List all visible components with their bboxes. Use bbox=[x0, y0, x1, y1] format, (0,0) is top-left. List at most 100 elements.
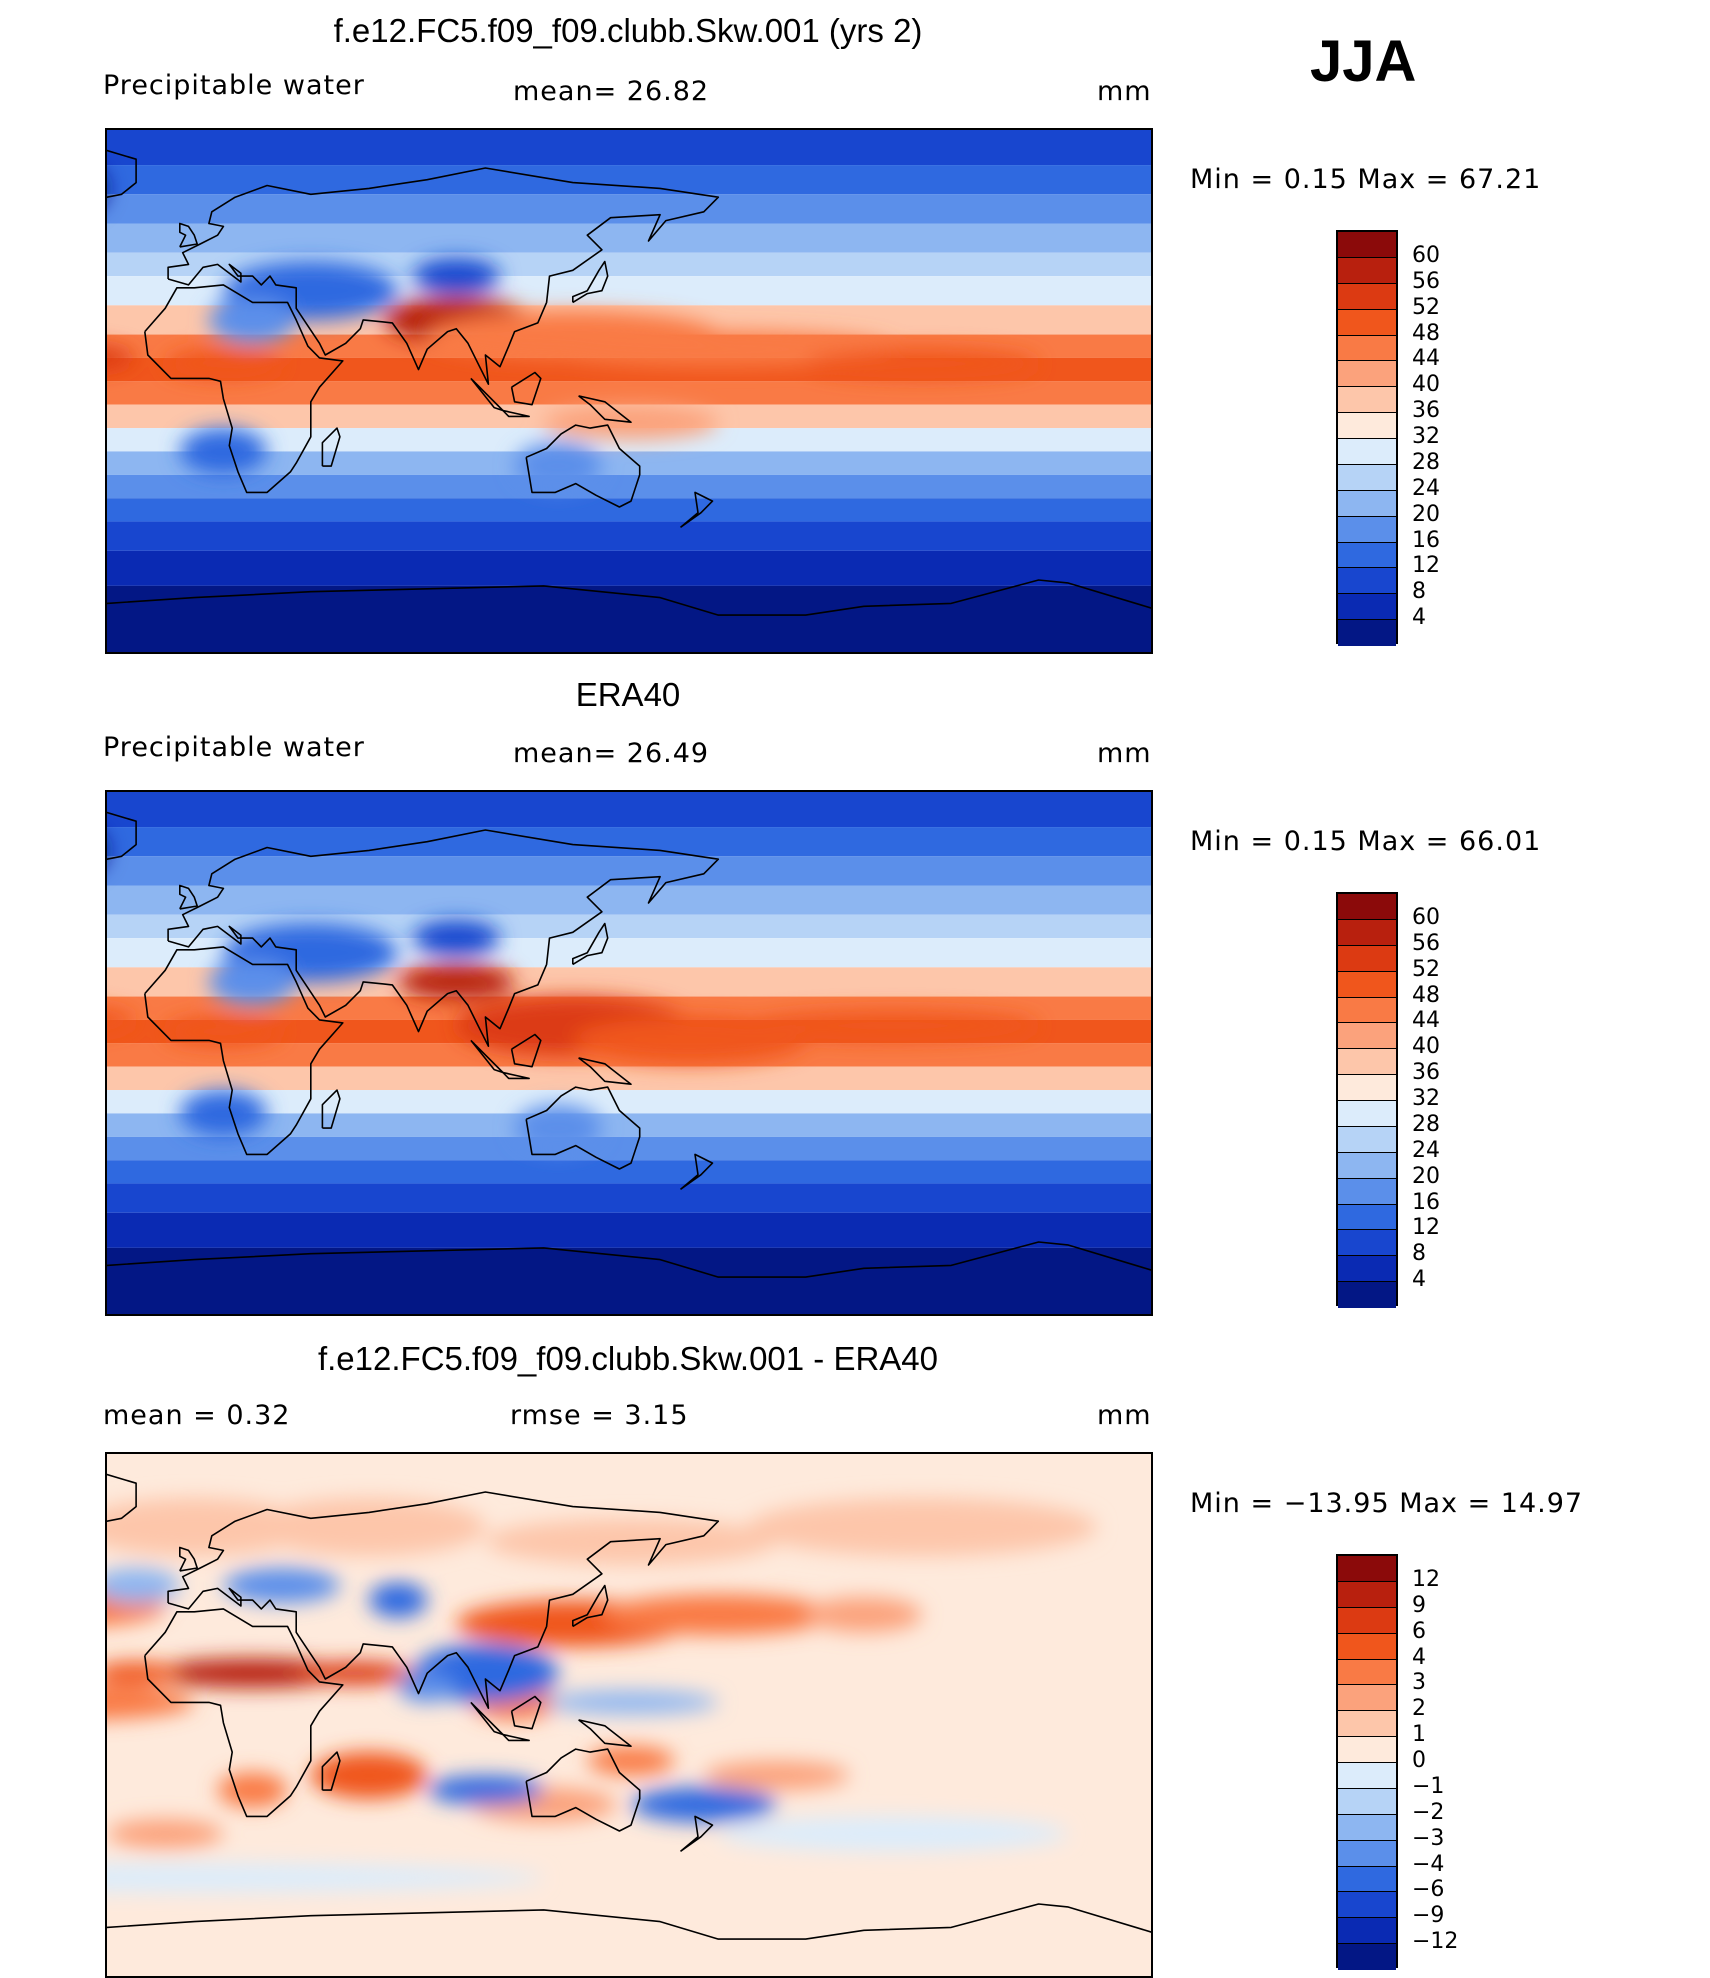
colorbar-tick-label: 44 bbox=[1412, 346, 1440, 372]
colorbar-tick-label: 12 bbox=[1412, 1566, 1440, 1592]
colorbar-tick-label: −9 bbox=[1412, 1903, 1445, 1929]
colorbar-tick-label: 16 bbox=[1412, 1189, 1440, 1215]
colorbar-tick-label: 32 bbox=[1412, 1086, 1440, 1111]
precipitable-water-map-obs bbox=[105, 790, 1153, 1316]
colorbar-tick-label: −1 bbox=[1412, 1773, 1445, 1799]
colorbar-tick-label: 1 bbox=[1412, 1722, 1426, 1748]
difference-map bbox=[105, 1452, 1153, 1978]
colorbar-swatch bbox=[1338, 1711, 1396, 1738]
colorbar-swatch bbox=[1338, 1866, 1396, 1893]
colorbar-tick-label: 56 bbox=[1412, 930, 1440, 956]
mean-label-obs: mean= 26.49 bbox=[513, 738, 710, 769]
colorbar-swatch bbox=[1338, 1256, 1396, 1283]
colorbar-swatch bbox=[1338, 309, 1396, 336]
colorbar-tick-label: 36 bbox=[1412, 1060, 1440, 1086]
colorbar-swatch bbox=[1338, 361, 1396, 388]
mean-label-model: mean= 26.82 bbox=[513, 76, 710, 107]
colorbar-tick-label: 52 bbox=[1412, 956, 1440, 982]
colorbar-tick-label: 6 bbox=[1412, 1618, 1426, 1644]
colorbar-tick-label: 4 bbox=[1412, 1644, 1426, 1670]
colorbar-tick-label: −12 bbox=[1412, 1929, 1459, 1955]
colorbar-swatch bbox=[1338, 464, 1396, 491]
colorbar-swatch bbox=[1338, 594, 1396, 621]
variable-label-obs: Precipitable water bbox=[103, 732, 365, 763]
colorbar-swatch bbox=[1338, 894, 1396, 920]
colorbar-swatch bbox=[1338, 1918, 1396, 1945]
units-label-diff: mm bbox=[1097, 1400, 1152, 1431]
colorbar-swatch bbox=[1338, 439, 1396, 465]
colorbar-tick-label: 20 bbox=[1412, 501, 1440, 527]
precipitable-water-map-model bbox=[105, 128, 1153, 654]
colorbar-tick-label: 60 bbox=[1412, 904, 1440, 930]
colorbar-swatch bbox=[1338, 1126, 1396, 1153]
colorbar-tick-label: 48 bbox=[1412, 320, 1440, 346]
colorbar-tick-label: 9 bbox=[1412, 1592, 1426, 1618]
panel-title-diff: f.e12.FC5.f09_f09.clubb.Skw.001 - ERA40 bbox=[317, 1340, 939, 1377]
colorbar-tick-label: 32 bbox=[1412, 424, 1440, 449]
colorbar-model bbox=[1336, 230, 1398, 646]
colorbar-swatch bbox=[1338, 1075, 1396, 1101]
variable-label-model: Precipitable water bbox=[103, 70, 365, 101]
colorbar-swatch bbox=[1338, 490, 1396, 517]
colorbar-tick-label: 2 bbox=[1412, 1696, 1426, 1722]
units-label-model: mm bbox=[1097, 76, 1152, 107]
colorbar-tick-label: 24 bbox=[1412, 1137, 1440, 1163]
colorbar-swatch bbox=[1338, 1101, 1396, 1127]
colorbar-swatch bbox=[1338, 1892, 1396, 1919]
colorbar-tick-label: 12 bbox=[1412, 553, 1440, 579]
colorbar-tick-label: −4 bbox=[1412, 1851, 1445, 1877]
min-max-label-diff: Min = −13.95 Max = 14.97 bbox=[1190, 1488, 1584, 1519]
colorbar-tick-label: 28 bbox=[1412, 1111, 1440, 1137]
panel-title-obs: ERA40 bbox=[575, 676, 681, 713]
colorbar-tick-label: 48 bbox=[1412, 982, 1440, 1008]
colorbar-swatch bbox=[1338, 1049, 1396, 1076]
colorbar-tick-label: 52 bbox=[1412, 294, 1440, 320]
colorbar-tick-label: 28 bbox=[1412, 449, 1440, 475]
colorbar-swatch bbox=[1338, 1023, 1396, 1050]
colorbar-tick-label: 0 bbox=[1412, 1748, 1426, 1773]
colorbar-swatch bbox=[1338, 1282, 1396, 1308]
colorbar-swatch bbox=[1338, 1607, 1396, 1634]
season-label: JJA bbox=[1310, 29, 1417, 94]
colorbar-swatch bbox=[1338, 335, 1396, 362]
colorbar-labels-diff: 12 9 6 4 3 2 1 0 −1 −2 −3 −4 −6 −9 −12 bbox=[1412, 1554, 1492, 1968]
colorbar-swatch bbox=[1338, 1204, 1396, 1231]
colorbar-swatch bbox=[1338, 1685, 1396, 1712]
colorbar-swatch bbox=[1338, 232, 1396, 258]
colorbar-swatch bbox=[1338, 919, 1396, 946]
colorbar-swatch bbox=[1338, 516, 1396, 543]
min-max-label-model: Min = 0.15 Max = 67.21 bbox=[1190, 164, 1542, 195]
colorbar-swatch bbox=[1338, 283, 1396, 310]
colorbar-tick-label: 8 bbox=[1412, 579, 1426, 605]
colorbar-tick-label: 56 bbox=[1412, 268, 1440, 294]
colorbar-tick-label: −3 bbox=[1412, 1825, 1445, 1851]
colorbar-tick-label: 40 bbox=[1412, 1034, 1440, 1060]
mean-label-diff: mean = 0.32 bbox=[103, 1400, 291, 1431]
colorbar-tick-label: −6 bbox=[1412, 1877, 1445, 1903]
rmse-label-diff: rmse = 3.15 bbox=[510, 1400, 689, 1431]
colorbar-tick-label: 40 bbox=[1412, 372, 1440, 398]
colorbar-swatch bbox=[1338, 568, 1396, 595]
colorbar-diff bbox=[1336, 1554, 1398, 1970]
panel-title-model: f.e12.FC5.f09_f09.clubb.Skw.001 (yrs 2) bbox=[333, 12, 923, 49]
colorbar-labels-model: 60 56 52 48 44 40 36 32 28 24 20 16 12 8 4 bbox=[1412, 230, 1492, 644]
colorbar-tick-label: 4 bbox=[1412, 1267, 1426, 1293]
colorbar-swatch bbox=[1338, 971, 1396, 998]
units-label-obs: mm bbox=[1097, 738, 1152, 769]
colorbar-tick-label: −2 bbox=[1412, 1799, 1445, 1825]
min-max-label-obs: Min = 0.15 Max = 66.01 bbox=[1190, 826, 1542, 857]
colorbar-swatch bbox=[1338, 997, 1396, 1024]
colorbar-tick-label: 20 bbox=[1412, 1163, 1440, 1189]
colorbar-swatch bbox=[1338, 945, 1396, 972]
colorbar-swatch bbox=[1338, 542, 1396, 569]
colorbar-tick-label: 3 bbox=[1412, 1670, 1426, 1696]
colorbar-swatch bbox=[1338, 1814, 1396, 1841]
colorbar-swatch bbox=[1338, 1581, 1396, 1608]
colorbar-tick-label: 24 bbox=[1412, 475, 1440, 501]
colorbar-obs bbox=[1336, 892, 1398, 1308]
colorbar-tick-label: 60 bbox=[1412, 242, 1440, 268]
colorbar-swatch bbox=[1338, 1763, 1396, 1789]
colorbar-labels-obs: 60 56 52 48 44 40 36 32 28 24 20 16 12 8 4 bbox=[1412, 892, 1492, 1306]
colorbar-tick-label: 44 bbox=[1412, 1008, 1440, 1034]
colorbar-tick-label: 12 bbox=[1412, 1215, 1440, 1241]
